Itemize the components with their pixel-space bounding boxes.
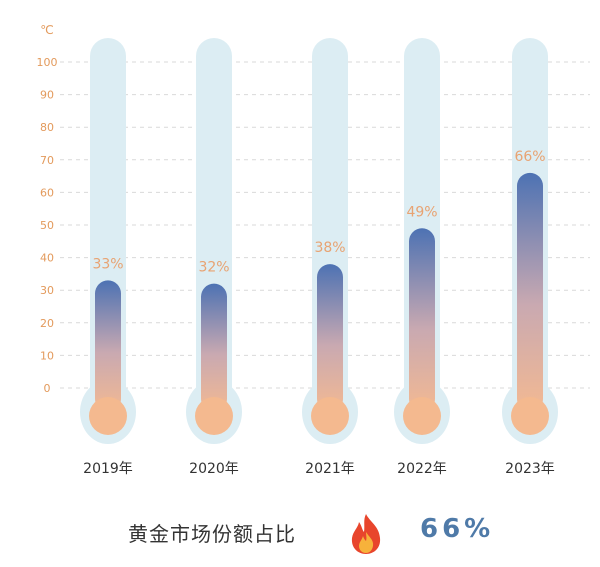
y-tick-label: 90 (40, 89, 54, 102)
x-tick-label: 2021年 (305, 461, 355, 477)
y-tick-label: 50 (40, 219, 54, 232)
x-tick-label: 2020年 (189, 461, 239, 477)
y-tick-label: 20 (40, 317, 54, 330)
value-label: 33% (92, 256, 123, 272)
thermometer-bulb (89, 397, 127, 435)
thermometer: 38% 2021年 (302, 38, 358, 477)
thermometer: 49% 2022年 (394, 38, 450, 477)
thermometer: 66% 2023年 (502, 38, 558, 477)
x-tick-label: 2019年 (83, 461, 133, 477)
caption-bar: 黄金市场份额占比 66% (0, 500, 600, 560)
y-axis-unit: ℃ (40, 23, 53, 37)
thermometer-fill (317, 264, 343, 412)
thermometer: 32% 2020年 (186, 38, 242, 477)
y-tick-label: 0 (44, 382, 51, 395)
thermometer: 33% 2019年 (80, 38, 136, 477)
thermometer-bulb (311, 397, 349, 435)
x-tick-label: 2023年 (505, 461, 555, 477)
caption-label: 黄金市场份额占比 (128, 522, 296, 546)
caption-value: 66% (420, 514, 495, 544)
thermometers: 33% 2019年 32% 2020年 38% 2021年 49% 2022年 66% 2023年 (80, 38, 558, 477)
y-tick-label: 30 (40, 284, 54, 297)
y-tick-label: 40 (40, 252, 54, 265)
value-label: 38% (314, 240, 345, 256)
thermometer-bulb (195, 397, 233, 435)
y-tick-label: 70 (40, 154, 54, 167)
thermometer-fill (201, 283, 227, 412)
value-label: 66% (514, 149, 545, 165)
y-tick-label: 80 (40, 121, 54, 134)
value-label: 32% (198, 260, 229, 276)
fire-icon (351, 514, 381, 554)
y-tick-label: 60 (40, 186, 54, 199)
thermometer-fill (409, 228, 435, 412)
y-tick-label: 100 (37, 56, 58, 69)
thermometer-fill (95, 280, 121, 412)
thermometer-bulb (403, 397, 441, 435)
thermometer-bulb (511, 397, 549, 435)
y-tick-label: 10 (40, 349, 54, 362)
value-label: 49% (406, 204, 437, 220)
x-tick-label: 2022年 (397, 461, 447, 477)
thermometer-chart: 0 10 20 30 40 50 60 70 80 90 100 ℃ 33% 2019年 32% 2020… (37, 23, 590, 477)
y-axis-ticks: 0 10 20 30 40 50 60 70 80 90 100 (37, 56, 58, 395)
thermometer-fill (517, 172, 543, 412)
